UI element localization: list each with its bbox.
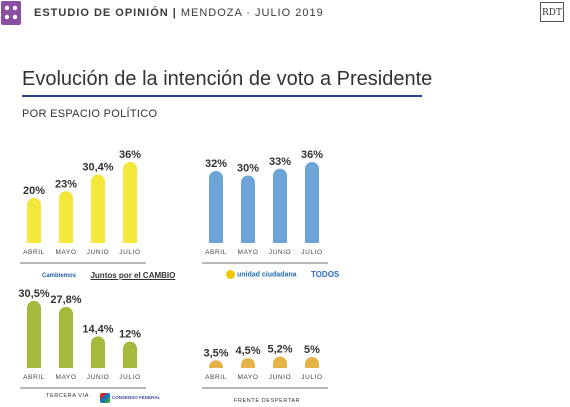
bar-value-label-1-3: 30,4%: [82, 162, 113, 174]
bar-1-junio: [91, 174, 105, 243]
category-label-4-4: JULIO: [301, 374, 322, 381]
header-location-date: MENDOZA · JULIO 2019: [180, 7, 324, 19]
bar-chart-4: 3,5% ABRIL 4,5% MAYO 5,2% JUNIO 5% JULIO: [202, 344, 328, 389]
consenso-federal-logo: CONSENSO FEDERAL: [100, 392, 161, 403]
party-logos-1: Cambiemos Juntos por el CAMBIO: [42, 267, 185, 285]
category-label-1-4: JULIO: [119, 249, 140, 256]
bar-value-label-1-2: 23%: [55, 178, 77, 190]
bar-value-label-3-2: 27,8%: [50, 294, 81, 306]
bar-value-label-2-2: 30%: [237, 163, 259, 175]
alliance-name-4: FRENTE DESPERTAR: [234, 398, 301, 404]
consenso-logo-text: CONSENSO FEDERAL: [112, 394, 161, 400]
bar-1-abril: [27, 198, 41, 243]
bar-3-julio: [123, 341, 137, 368]
bar-1-mayo: [59, 191, 73, 243]
chart-panel-4: 3,5% ABRIL 4,5% MAYO 5,2% JUNIO 5% JULIO: [202, 326, 332, 389]
bar-value-label-2-4: 36%: [301, 149, 323, 161]
bar-value-label-4-1: 3,5%: [203, 347, 228, 359]
todos-logo: TODOS: [311, 270, 339, 279]
category-label-2-1: ABRIL: [205, 249, 227, 256]
juntos-por-el-cambio-logo: Juntos por el CAMBIO: [90, 270, 176, 280]
jxc-logo-text: Juntos por el CAMBIO: [90, 270, 176, 280]
rdt-logo: RDT: [540, 2, 564, 22]
bar-value-label-2-3: 33%: [269, 156, 291, 168]
category-label-3-3: JUNIO: [87, 374, 110, 381]
category-label-1-2: MAYO: [55, 249, 76, 256]
bar-3-mayo: [59, 306, 73, 368]
chart-panel-1: 20% ABRIL 23% MAYO 30,4% JUNIO 36% JULIO: [20, 148, 150, 264]
sun-icon: [226, 270, 235, 280]
chart-panel-3: 30,5% ABRIL 27,8% MAYO 14,4% JUNIO 12% JULIO: [18, 288, 150, 389]
bar-2-mayo: [241, 175, 255, 243]
bar-value-label-4-3: 5,2%: [267, 344, 292, 356]
page-subtitle: POR ESPACIO POLÍTICO: [22, 108, 158, 120]
unidad-logo-text: unidad ciudadana: [237, 271, 297, 279]
bar-4-abril: [209, 360, 223, 368]
category-label-1-3: JUNIO: [87, 249, 110, 256]
bar-2-abril: [209, 171, 223, 243]
bar-value-label-3-4: 12%: [119, 329, 141, 341]
unidad-ciudadana-logo: unidad ciudadana: [226, 270, 297, 280]
bar-3-abril: [27, 300, 41, 368]
party-logos-2: unidad ciudadana TODOS: [226, 266, 349, 284]
bar-3-junio: [91, 336, 105, 368]
category-label-4-3: JUNIO: [269, 374, 292, 381]
bar-value-label-4-2: 4,5%: [235, 345, 260, 357]
header-separator: |: [172, 7, 177, 19]
header-brand: ESTUDIO DE OPINIÓN: [34, 7, 169, 19]
chart-panel-2: 32% ABRIL 30% MAYO 33% JUNIO 36% JULIO: [202, 148, 332, 264]
bar-value-label-1-4: 36%: [119, 149, 141, 161]
bar-value-label-4-4: 5%: [304, 344, 320, 356]
cambiemos-logo-text: Cambiemos: [42, 272, 77, 279]
bar-4-julio: [305, 357, 319, 368]
consenso-federal-icon: [100, 392, 110, 403]
todos-logo-text: TODOS: [310, 270, 340, 280]
header-text: ESTUDIO DE OPINIÓN | MENDOZA · JULIO 2019: [34, 7, 324, 19]
alliance-name-3: TERCERA VIA: [46, 393, 89, 399]
category-label-1-1: ABRIL: [23, 249, 45, 256]
bar-value-label-3-1: 30,5%: [18, 288, 49, 300]
page-title: Evolución de la intención de voto a Pres…: [22, 68, 433, 90]
category-label-3-2: MAYO: [55, 374, 76, 381]
bar-4-junio: [273, 356, 287, 368]
bar-1-julio: [123, 162, 137, 243]
category-label-3-1: ABRIL: [23, 374, 45, 381]
header-bar: ESTUDIO DE OPINIÓN | MENDOZA · JULIO 2019 …: [0, 0, 570, 28]
category-label-4-1: ABRIL: [205, 374, 227, 381]
bar-value-label-2-1: 32%: [205, 158, 227, 170]
party-logos-3: CONSENSO FEDERAL: [100, 389, 170, 407]
category-label-2-4: JULIO: [301, 249, 322, 256]
bar-chart-3: 30,5% ABRIL 27,8% MAYO 14,4% JUNIO 12% JULIO: [18, 288, 146, 389]
bar-2-julio: [305, 162, 319, 243]
category-label-2-3: JUNIO: [269, 249, 292, 256]
category-label-3-4: JULIO: [119, 374, 140, 381]
category-label-2-2: MAYO: [237, 249, 258, 256]
bar-chart-2: 32% ABRIL 30% MAYO 33% JUNIO 36% JULIO: [202, 149, 328, 264]
bar-chart-1: 20% ABRIL 23% MAYO 30,4% JUNIO 36% JULIO: [20, 149, 146, 264]
bar-4-mayo: [241, 358, 255, 368]
cambiemos-logo: Cambiemos: [42, 273, 76, 279]
category-label-4-2: MAYO: [237, 374, 258, 381]
brand-logo-icon: [1, 1, 21, 25]
bar-value-label-1-1: 20%: [23, 185, 45, 197]
title-underline: [22, 95, 422, 97]
bar-2-junio: [273, 168, 287, 243]
bar-value-label-3-3: 14,4%: [82, 323, 113, 335]
